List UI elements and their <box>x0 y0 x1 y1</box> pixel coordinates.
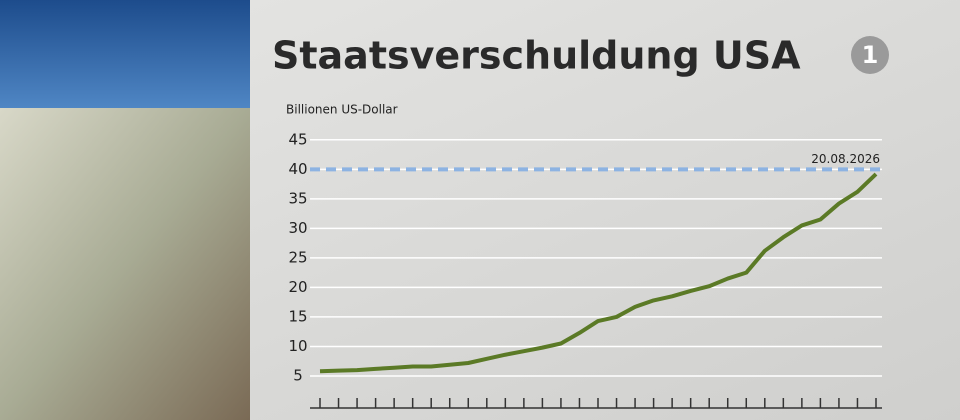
reference-label: 20.08.2026 <box>811 152 880 166</box>
chart-title: Staatsverschuldung USA <box>272 34 801 78</box>
data-line <box>319 172 878 374</box>
y-tick-label: 40 <box>288 160 307 178</box>
y-tick-label: 25 <box>288 248 307 266</box>
logo <box>851 36 889 74</box>
photo-sky <box>0 0 250 108</box>
logo-text: 1 <box>862 41 879 69</box>
y-axis-label: Billionen US-Dollar <box>286 103 398 117</box>
y-tick-label: 35 <box>288 189 307 207</box>
y-tick-label: 15 <box>288 307 307 325</box>
photo-money <box>0 108 250 420</box>
y-tick-label: 30 <box>288 219 307 237</box>
y-tick-label: 45 <box>288 130 307 148</box>
y-tick-label: 5 <box>293 366 303 384</box>
y-tick-label: 10 <box>288 337 307 355</box>
y-tick-label: 20 <box>288 278 307 296</box>
